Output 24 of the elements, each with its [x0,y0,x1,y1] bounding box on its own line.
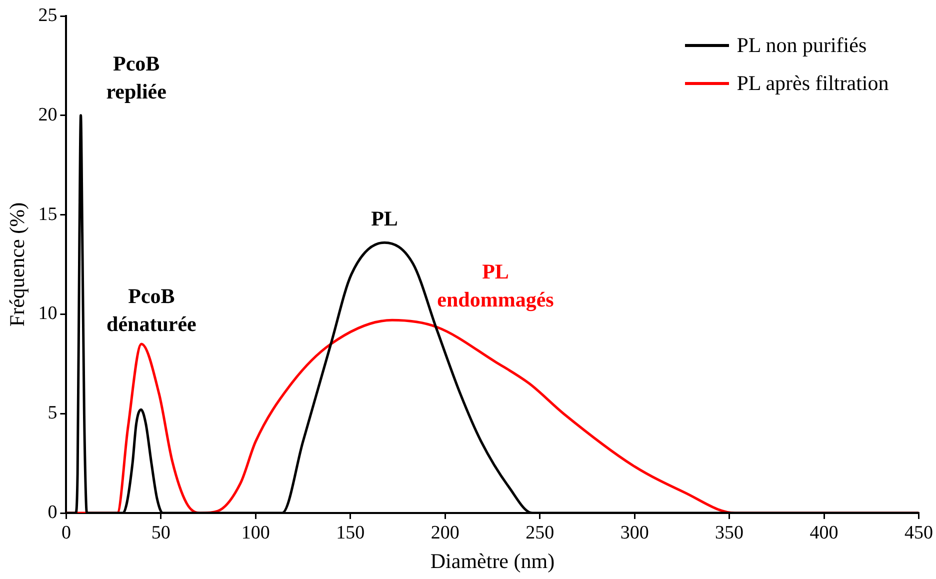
annotation: PL endommagés [437,260,554,312]
y-tick-label: 15 [38,204,58,225]
x-tick-label: 0 [61,522,71,544]
annotation: PcoB dénaturée [106,284,196,336]
x-tick-label: 100 [241,522,270,544]
x-tick-label: 250 [526,522,554,544]
x-tick-label: 350 [715,522,744,544]
x-tick-label: 400 [810,522,838,544]
y-tick-label: 0 [48,502,58,523]
y-axis-title: Fréquence (%) [5,202,30,327]
y-tick-label: 20 [38,104,58,126]
y-tick-label: 5 [48,402,58,424]
annotation: PcoB repliée [106,51,166,104]
x-axis-title: Diamètre (nm) [430,548,555,573]
legend-label: PL après filtration [736,70,889,96]
x-tick-label: 150 [336,522,365,544]
x-tick-label: 200 [430,522,460,544]
legend-label: PL non purifiés [736,32,867,58]
y-tick-label: 25 [38,4,58,26]
y-tick-label: 10 [38,303,58,324]
x-tick-label: 300 [620,522,649,544]
x-tick-label: 50 [151,522,170,544]
annotation: PL [371,206,398,231]
x-tick-label: 450 [904,522,933,544]
